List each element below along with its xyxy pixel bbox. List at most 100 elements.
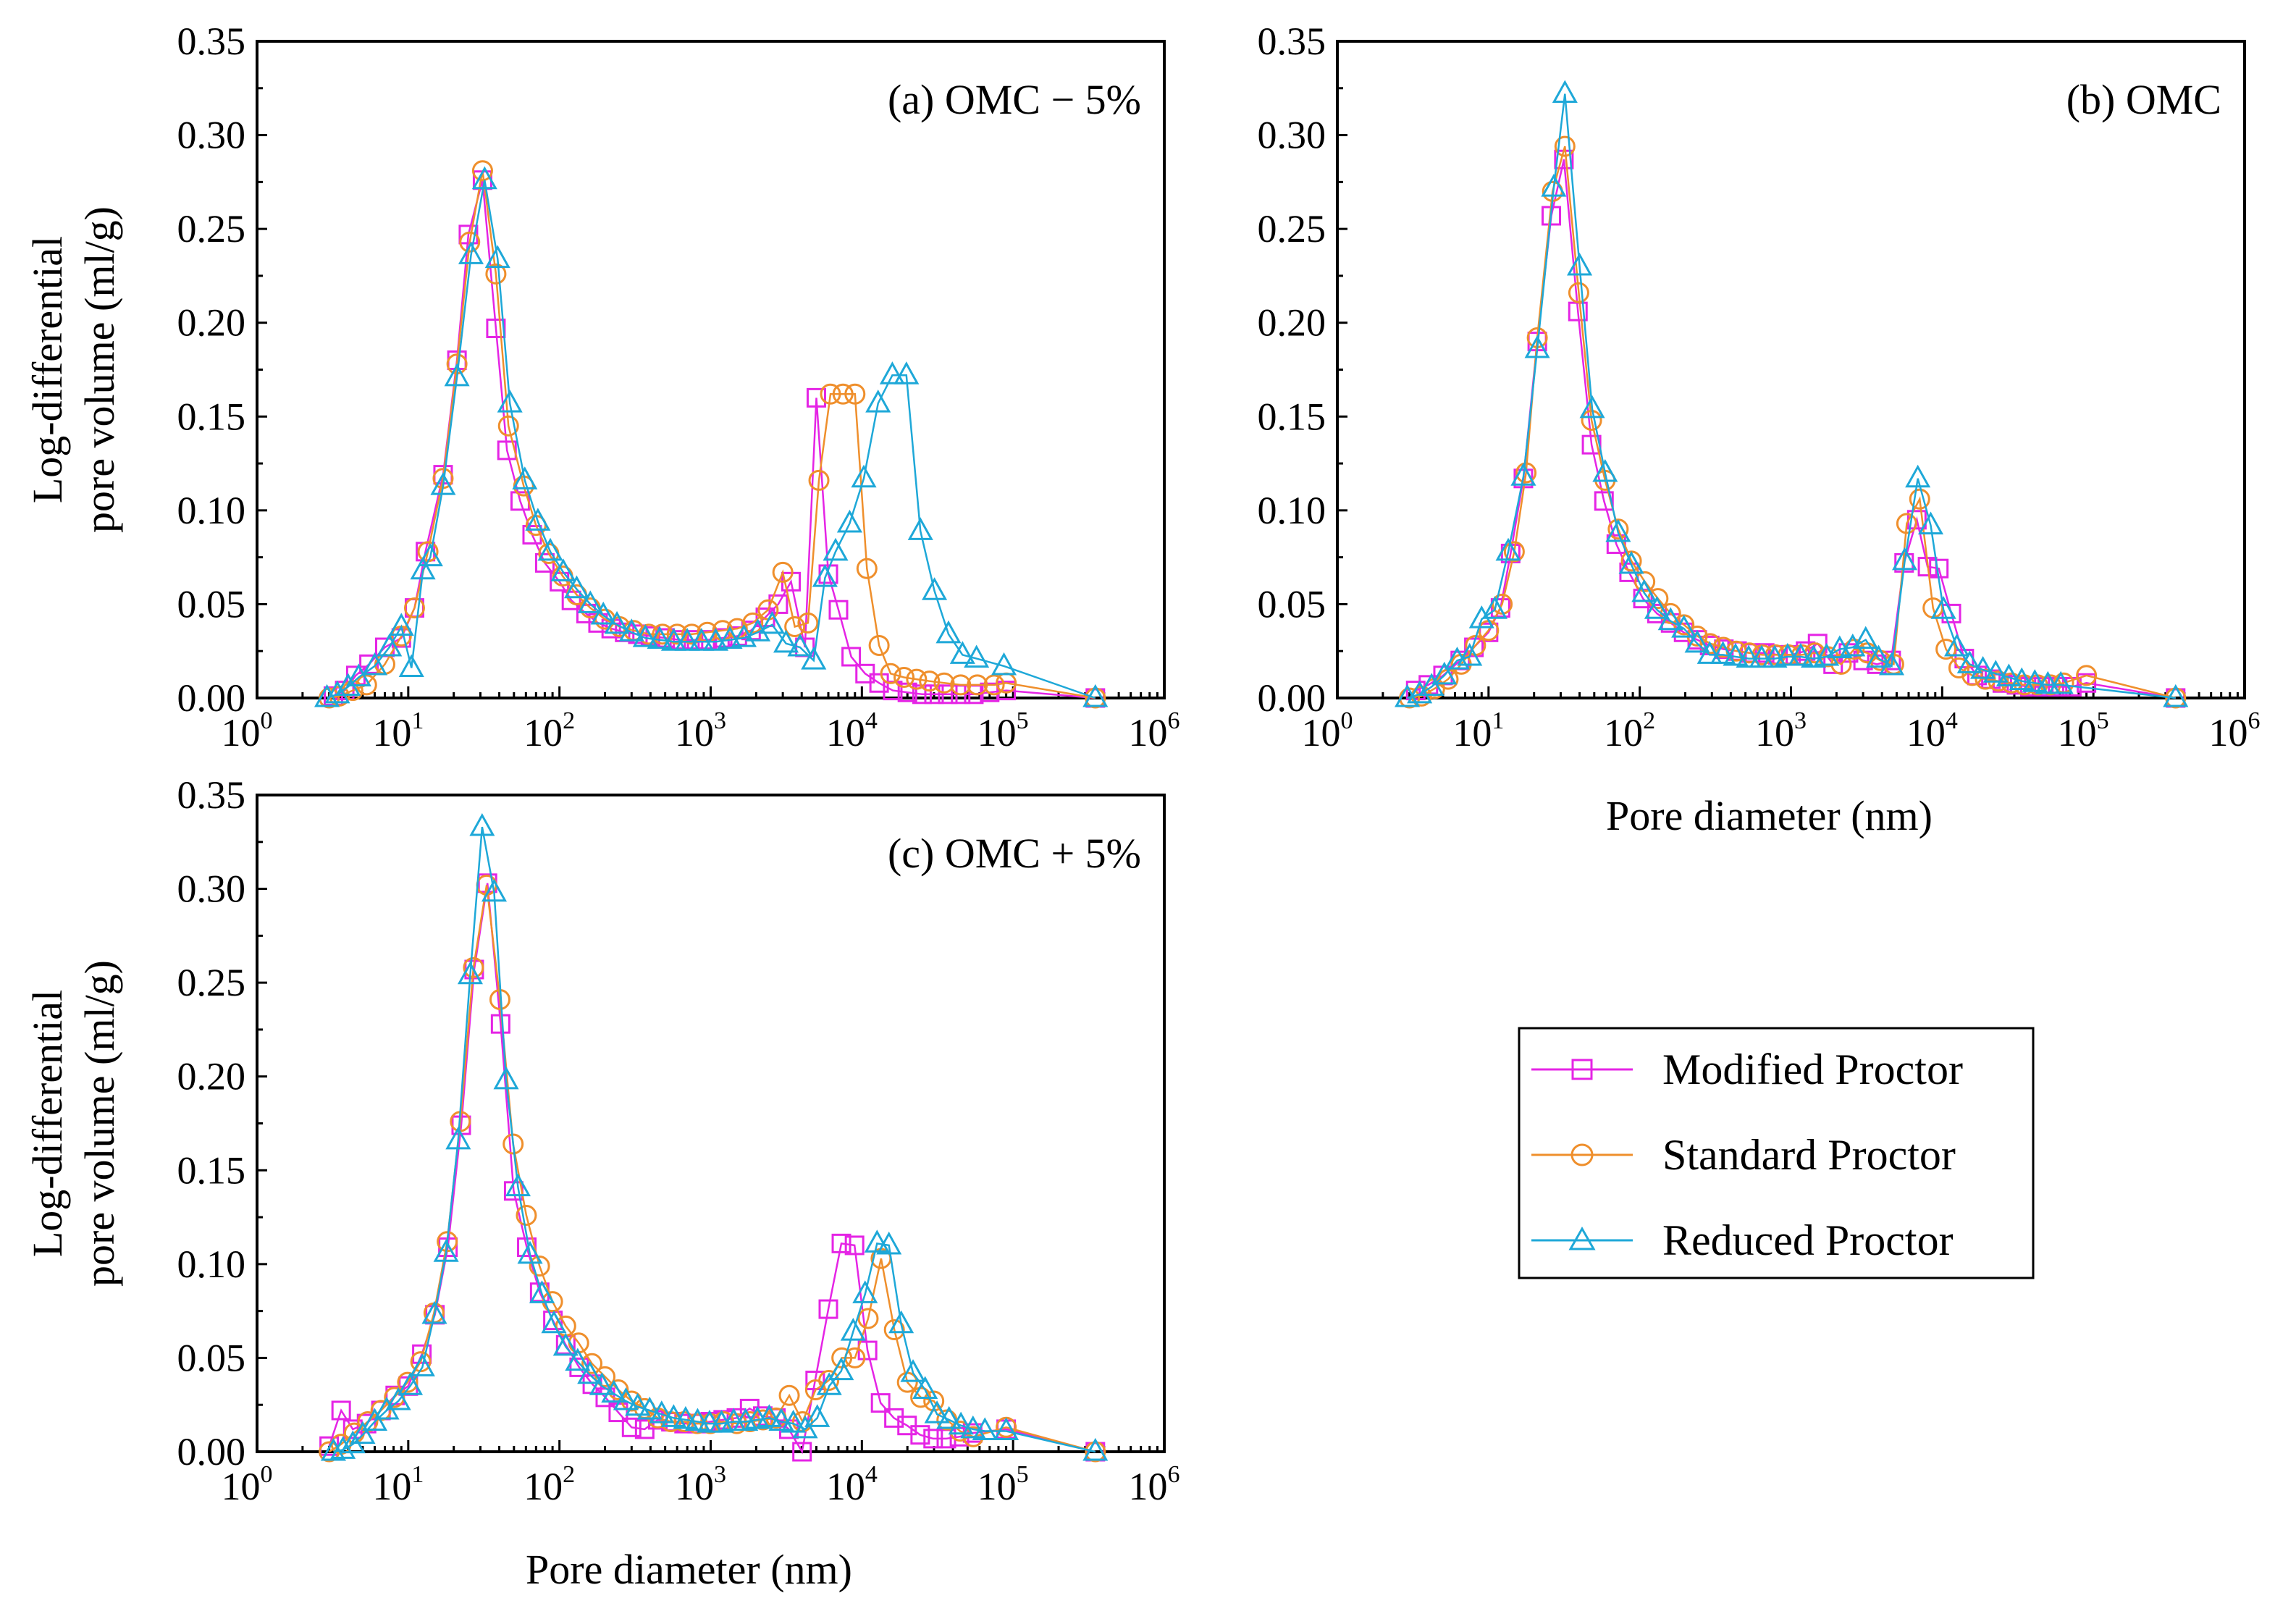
y-tick-label: 0.25 bbox=[177, 961, 246, 1004]
data-point bbox=[857, 1308, 879, 1329]
data-point bbox=[437, 1231, 458, 1253]
data-point bbox=[1503, 541, 1525, 563]
data-point bbox=[684, 1408, 710, 1431]
data-point bbox=[1696, 641, 1723, 664]
data-point bbox=[459, 231, 481, 253]
data-point bbox=[2076, 665, 2098, 686]
x-tick-exponent: 1 bbox=[1492, 707, 1504, 734]
data-point bbox=[537, 537, 563, 561]
x-tick-base: 10 bbox=[1604, 711, 1643, 754]
data-point bbox=[888, 1310, 914, 1334]
data-point bbox=[967, 674, 988, 696]
legend-label-reduced-proctor: Reduced Proctor bbox=[1662, 1216, 1954, 1264]
series-modified-proctor bbox=[319, 873, 1106, 1462]
data-point bbox=[702, 628, 729, 651]
series-line bbox=[333, 826, 1096, 1453]
data-point bbox=[820, 383, 841, 405]
data-point bbox=[784, 616, 806, 638]
data-point bbox=[924, 1400, 950, 1424]
data-point bbox=[1568, 282, 1589, 303]
data-point bbox=[1657, 607, 1683, 631]
data-point bbox=[936, 1405, 962, 1429]
x-tick-exponent: 5 bbox=[1017, 707, 1029, 734]
data-point bbox=[1814, 642, 1840, 666]
x-tick-exponent: 4 bbox=[865, 707, 878, 734]
data-point bbox=[345, 663, 371, 686]
x-tick-label: 102 bbox=[523, 1461, 575, 1508]
y-tick-label: 0.00 bbox=[177, 676, 246, 720]
data-point bbox=[778, 1384, 800, 1406]
data-point bbox=[1930, 596, 1956, 619]
data-point bbox=[996, 681, 1017, 701]
data-point bbox=[445, 1126, 471, 1150]
data-point bbox=[409, 1353, 435, 1376]
legend-item-standard-proctor: Standard Proctor bbox=[1531, 1131, 1956, 1179]
data-point bbox=[870, 1393, 891, 1413]
data-point bbox=[649, 1400, 675, 1424]
data-point bbox=[377, 633, 403, 657]
y-tick-label: 0.00 bbox=[1258, 676, 1326, 720]
series-modified-proctor bbox=[1405, 149, 2186, 708]
y-axis-title-line-1: Log-differential bbox=[24, 236, 71, 503]
x-tick-label: 103 bbox=[1755, 707, 1807, 754]
data-point bbox=[660, 628, 687, 651]
data-point bbox=[410, 556, 436, 580]
data-point bbox=[2022, 669, 2048, 692]
data-point bbox=[550, 571, 570, 592]
series-standard-proctor bbox=[319, 874, 1106, 1463]
y-tick-label: 0.05 bbox=[177, 582, 246, 626]
data-point bbox=[922, 577, 948, 600]
y-tick-label: 0.00 bbox=[177, 1430, 246, 1473]
data-point bbox=[497, 415, 519, 437]
legend: Modified Proctor Standard Proctor Reduce… bbox=[1518, 1027, 2035, 1279]
plot-frame bbox=[256, 40, 1166, 699]
data-point bbox=[1736, 644, 1762, 668]
data-point bbox=[727, 626, 747, 646]
data-point bbox=[2077, 673, 2097, 693]
y-tick-label: 0.10 bbox=[177, 489, 246, 532]
data-point bbox=[991, 652, 1017, 676]
y-tick-label: 0.15 bbox=[177, 1148, 246, 1192]
data-point bbox=[1723, 642, 1749, 666]
data-point bbox=[1594, 491, 1614, 511]
data-point bbox=[742, 612, 764, 634]
series-line bbox=[329, 170, 1096, 699]
y-axis-title-line-2: pore volume (ml/g) bbox=[76, 960, 123, 1287]
data-point bbox=[529, 1280, 555, 1303]
data-point bbox=[1567, 252, 1593, 276]
data-point bbox=[806, 387, 826, 408]
x-tick-label: 101 bbox=[372, 1461, 424, 1508]
x-tick-exponent: 0 bbox=[1341, 707, 1353, 734]
data-point bbox=[493, 1066, 519, 1090]
data-point bbox=[481, 878, 508, 902]
data-point bbox=[1896, 513, 1917, 534]
y-tick-label: 0.25 bbox=[177, 207, 246, 251]
data-point bbox=[330, 1436, 356, 1459]
x-tick-label: 102 bbox=[523, 707, 575, 754]
y-tick-label: 0.10 bbox=[177, 1242, 246, 1286]
data-point bbox=[773, 629, 799, 653]
data-point bbox=[935, 620, 962, 644]
data-point bbox=[828, 1357, 854, 1381]
x-tick-base: 10 bbox=[675, 1465, 714, 1508]
data-point bbox=[856, 558, 878, 579]
x-tick-label: 106 bbox=[2209, 707, 2261, 754]
data-point bbox=[398, 654, 424, 678]
x-tick-base: 10 bbox=[675, 711, 714, 754]
data-point bbox=[900, 1359, 926, 1382]
panel-label: (a) OMC − 5% bbox=[888, 76, 1141, 123]
data-point bbox=[1431, 661, 1458, 685]
x-tick-label: 103 bbox=[675, 707, 726, 754]
x-tick-base: 10 bbox=[222, 1465, 261, 1508]
data-point bbox=[561, 590, 581, 610]
data-point bbox=[469, 812, 495, 836]
data-point bbox=[636, 1396, 663, 1420]
data-point bbox=[589, 1372, 615, 1395]
data-point bbox=[964, 644, 990, 668]
data-point bbox=[972, 1417, 998, 1440]
data-point bbox=[1710, 641, 1736, 664]
data-point bbox=[818, 1370, 840, 1392]
